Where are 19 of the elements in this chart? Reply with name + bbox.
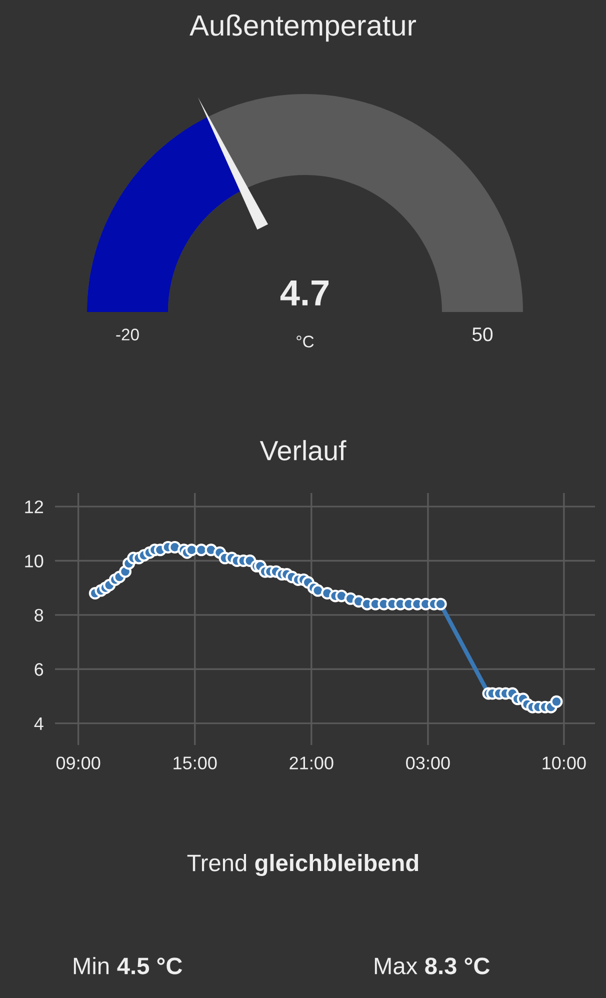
y-tick-label: 6 [34, 663, 44, 676]
data-label: 4.7 [280, 280, 329, 306]
x-tick-label: 09:00 [56, 756, 100, 770]
x-tick-label: 21:00 [290, 756, 334, 770]
text: Trend gleichbleibend [187, 854, 418, 876]
x-tick-label: 15:00 [174, 756, 217, 770]
text: Außentemperatur [190, 14, 416, 42]
text: °C [296, 336, 314, 348]
y-tick-label: 4 [34, 717, 44, 730]
x-tick-label: 03:00 [406, 756, 450, 770]
text: Max 8.3 °C [374, 958, 490, 974]
chart-title: Verlauf [260, 440, 346, 460]
y-tick-label: 12 [25, 500, 43, 514]
x-tick-label: 10:00 [542, 756, 586, 770]
text: 50 [472, 327, 493, 342]
text: Min 4.5 °C [74, 956, 182, 974]
text: -20 [116, 328, 139, 340]
y-tick-label: 10 [25, 554, 44, 568]
y-tick-label: 8 [34, 608, 44, 622]
